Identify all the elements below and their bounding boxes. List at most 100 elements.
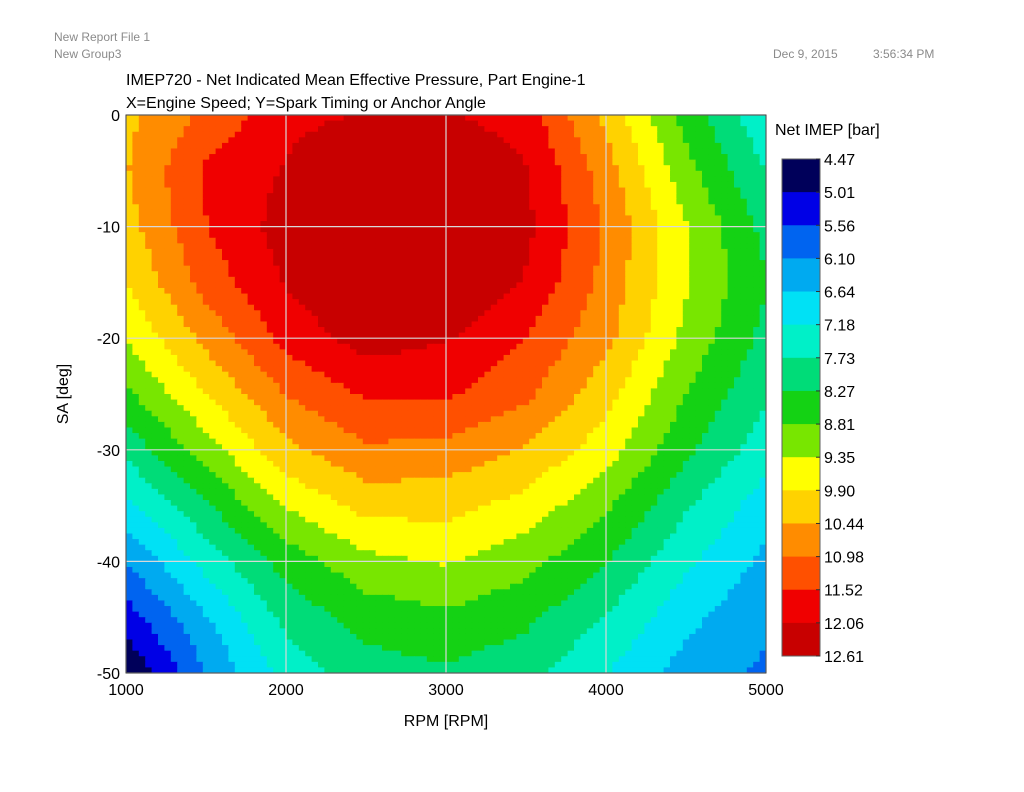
contour-cell	[215, 388, 223, 395]
contour-cell	[337, 349, 345, 356]
contour-cell	[727, 287, 735, 295]
contour-cell	[478, 338, 485, 345]
contour-cell	[721, 321, 729, 328]
contour-cell	[638, 332, 645, 339]
contour-cell	[247, 377, 255, 384]
contour-cell	[196, 176, 204, 183]
contour-cell	[292, 388, 300, 395]
contour-cell	[548, 343, 556, 350]
contour-cell	[286, 243, 293, 250]
contour-cell	[746, 148, 754, 155]
contour-cell	[126, 221, 133, 228]
contour-cell	[439, 271, 447, 278]
report-date: Dec 9, 2015	[773, 47, 838, 61]
contour-cell	[497, 377, 505, 384]
contour-cell	[714, 126, 722, 133]
contour-cell	[126, 215, 133, 222]
contour-cell	[305, 187, 313, 194]
contour-cell	[177, 221, 185, 228]
contour-cell	[247, 154, 255, 161]
contour-cell	[599, 232, 607, 239]
contour-cell	[734, 243, 741, 250]
contour-cell	[529, 232, 537, 239]
contour-cell	[490, 159, 498, 166]
contour-cell	[414, 126, 421, 133]
contour-cell	[158, 232, 165, 239]
contour-cell	[273, 276, 281, 283]
contour-cell	[298, 232, 306, 239]
contour-cell	[721, 282, 729, 289]
contour-cell	[727, 371, 735, 378]
contour-cell	[286, 232, 293, 239]
contour-cell	[631, 126, 639, 133]
contour-cell	[510, 254, 517, 261]
contour-cell	[164, 371, 172, 378]
contour-cell	[375, 371, 383, 378]
contour-cell	[158, 142, 165, 150]
contour-cell	[554, 209, 562, 217]
contour-cell	[612, 354, 620, 362]
contour-cell	[689, 248, 697, 256]
contour-cell	[382, 159, 389, 166]
contour-cell	[343, 142, 351, 150]
contour-cell	[689, 332, 697, 339]
contour-cell	[177, 315, 185, 323]
contour-cell	[631, 338, 639, 345]
contour-cell	[497, 293, 505, 300]
contour-cell	[638, 243, 645, 250]
contour-cell	[567, 293, 575, 300]
contour-cell	[682, 254, 690, 261]
contour-cell	[311, 343, 319, 350]
contour-cell	[324, 349, 332, 356]
contour-cell	[612, 287, 620, 295]
contour-cell	[369, 377, 377, 384]
contour-cell	[599, 293, 607, 300]
contour-cell	[209, 327, 217, 334]
contour-cell	[318, 366, 325, 373]
contour-cell	[266, 388, 274, 395]
contour-cell	[215, 248, 223, 256]
contour-cell	[426, 360, 434, 367]
contour-cell	[382, 315, 389, 323]
contour-cell	[542, 327, 549, 334]
group-name: New Group3	[54, 47, 122, 61]
contour-cell	[126, 243, 133, 250]
contour-cell	[145, 204, 153, 211]
contour-cell	[567, 137, 575, 144]
contour-cell	[574, 142, 581, 150]
contour-cell	[708, 237, 716, 244]
contour-cell	[625, 170, 633, 177]
contour-cell	[247, 366, 255, 373]
contour-cell	[228, 388, 236, 395]
contour-cell	[734, 304, 741, 311]
contour-cell	[343, 377, 351, 384]
contour-cell	[708, 271, 716, 278]
contour-cell	[599, 193, 607, 200]
contour-cell	[516, 126, 524, 133]
contour-cell	[266, 304, 274, 311]
contour-cell	[318, 304, 325, 311]
contour-cell	[369, 315, 377, 323]
contour-cell	[625, 226, 633, 233]
contour-cell	[375, 382, 383, 390]
contour-cell	[618, 299, 626, 306]
contour-cell	[132, 232, 140, 239]
contour-cell	[471, 165, 479, 172]
contour-cell	[183, 181, 191, 189]
contour-cell	[484, 193, 492, 200]
contour-cell	[682, 142, 690, 150]
contour-cell	[164, 260, 172, 267]
contour-cell	[388, 327, 396, 334]
contour-cell	[490, 131, 498, 138]
contour-cell	[305, 237, 313, 244]
contour-cell	[407, 204, 415, 211]
contour-cell	[126, 327, 133, 334]
contour-cell	[298, 154, 306, 161]
contour-cell	[426, 265, 434, 272]
contour-cell	[510, 237, 517, 244]
contour-cell	[702, 338, 709, 345]
contour-cell	[158, 254, 165, 261]
contour-cell	[561, 226, 569, 233]
contour-cell	[593, 148, 601, 155]
contour-cell	[490, 248, 498, 256]
